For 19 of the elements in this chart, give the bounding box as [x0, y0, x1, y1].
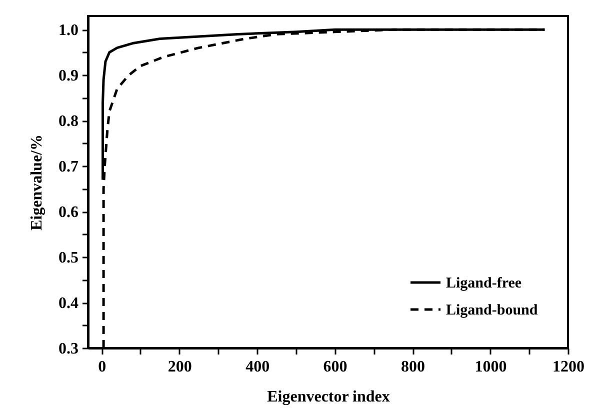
x-tick-label: 800: [401, 358, 426, 376]
x-tick-label: 200: [168, 358, 192, 376]
y-tick-label: 0.9: [58, 68, 78, 85]
y-tick-label: 0.4: [58, 295, 78, 312]
y-tick-label: 0.7: [58, 158, 78, 176]
x-axis-title: Eigenvector index: [267, 388, 390, 406]
x-tick-label: 1000: [474, 358, 507, 376]
y-tick-label: 0.5: [58, 250, 78, 267]
y-tick-label: 0.8: [58, 113, 78, 130]
y-tick-label: 1.0: [58, 22, 78, 40]
legend-label: Ligand-bound: [446, 302, 538, 318]
x-tick-label: 0: [98, 358, 106, 376]
x-tick-label: 400: [246, 358, 270, 376]
legend-label: Ligand-free: [446, 276, 522, 292]
x-tick-label: 1200: [552, 358, 584, 376]
y-tick-label: 0.3: [58, 340, 78, 358]
y-tick-label: 0.6: [58, 204, 78, 222]
y-axis-title: Eigenvalue/%: [28, 134, 46, 231]
x-tick-label: 600: [323, 358, 348, 376]
